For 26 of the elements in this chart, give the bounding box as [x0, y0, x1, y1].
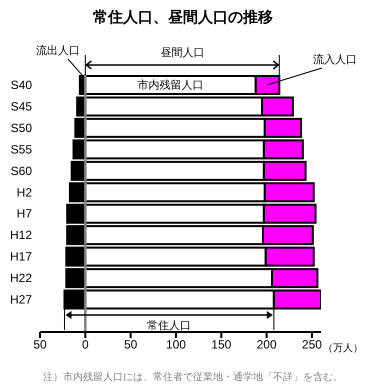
y-tick-label: S45 — [10, 99, 32, 114]
y-tick-label: H12 — [10, 228, 32, 242]
x-tick-label: 100 — [166, 338, 186, 352]
x-tick-label: 0 — [82, 338, 89, 352]
x-tick-label: 50 — [33, 338, 47, 352]
x-tick-label: 50 — [124, 338, 138, 352]
annotation: 常住人口 — [147, 319, 192, 332]
y-tick-label: H27 — [10, 292, 32, 307]
y-tick-label: H7 — [16, 206, 32, 221]
y-tick-label: H2 — [16, 185, 32, 200]
x-tick-label: 200 — [256, 338, 277, 352]
y-tick-label: H17 — [10, 250, 32, 264]
y-tick-label: S60 — [10, 164, 32, 178]
x-axis-title: （万人） — [323, 343, 363, 354]
series-label: 市内残留人口 — [138, 78, 204, 92]
series-label: 流出人口 — [36, 44, 80, 57]
y-tick-label: S50 — [10, 120, 32, 135]
text: 昼間人口 — [160, 47, 204, 59]
y-tick-label: S40 — [10, 78, 32, 92]
y-tick-label: H22 — [10, 271, 32, 286]
text: 注）市内残留人口には、常住者で従業地・通学地「不詳」を含む。 — [43, 371, 343, 383]
text: 流入人口 — [313, 53, 357, 66]
x-tick-label: 250 — [302, 338, 322, 352]
chart-title: 常住人口、昼間人口の推移 — [93, 9, 273, 26]
x-tick-label: 150 — [211, 338, 232, 352]
y-tick-label: S55 — [10, 142, 32, 156]
